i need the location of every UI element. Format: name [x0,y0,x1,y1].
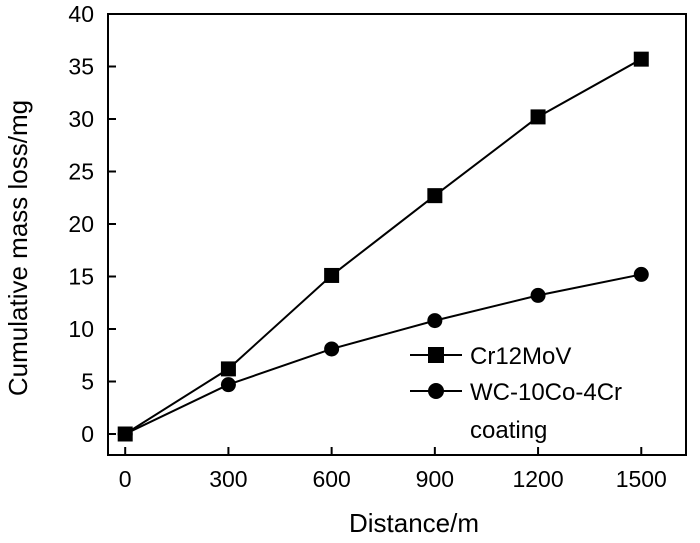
data-point-circle [324,341,340,357]
x-axis-title: Distance/m [349,508,479,538]
y-tick-label: 40 [68,1,94,27]
x-tick-label: 900 [416,466,454,492]
x-tick-label: 0 [119,466,132,492]
y-tick-label: 20 [68,211,94,237]
x-tick-label: 1500 [616,466,667,492]
data-point-square [530,109,546,125]
y-tick-label: 0 [81,421,94,447]
x-tick-label: 300 [209,466,247,492]
y-tick-label: 15 [68,264,94,290]
data-point-square [633,51,649,67]
y-tick-label: 5 [81,369,94,395]
y-axis: 0 5 10 15 20 25 30 35 40 [68,1,116,447]
data-point-circle [530,287,546,303]
y-tick-label: 35 [68,54,94,80]
data-point-square [427,188,443,204]
y-tick-label: 25 [68,159,94,185]
y-tick-label: 30 [68,106,94,132]
y-tick-label: 10 [68,316,94,342]
plot-border [107,13,687,456]
series-layer [117,51,649,442]
data-point-square [220,361,236,377]
x-tick-label: 1200 [512,466,563,492]
series-line-1 [124,273,642,435]
legend-square-marker [428,347,444,363]
legend-label-wc-coating-line2: coating [470,417,547,444]
data-point-square [324,267,340,283]
x-tick-label: 600 [312,466,350,492]
data-point-circle [117,426,133,442]
data-point-circle [220,377,236,393]
plot-area [107,13,687,456]
legend-label-wc-coating-line1: WC-10Co-4Cr [470,379,622,406]
legend-label-cr12mov: Cr12MoV [470,343,571,370]
series-line-0 [124,58,642,435]
x-axis: 0 300 600 900 1200 1500 [119,447,667,492]
data-point-circle [633,266,649,282]
legend-circle-marker [428,383,444,399]
legend-entry-cr12mov: Cr12MoV [410,343,571,370]
data-point-circle [427,313,443,329]
y-axis-title: Cumulative mass loss/mg [3,100,33,396]
legend-entry-wc-coating: WC-10Co-4Cr coating [410,379,622,444]
legend: Cr12MoV WC-10Co-4Cr coating [410,343,622,444]
